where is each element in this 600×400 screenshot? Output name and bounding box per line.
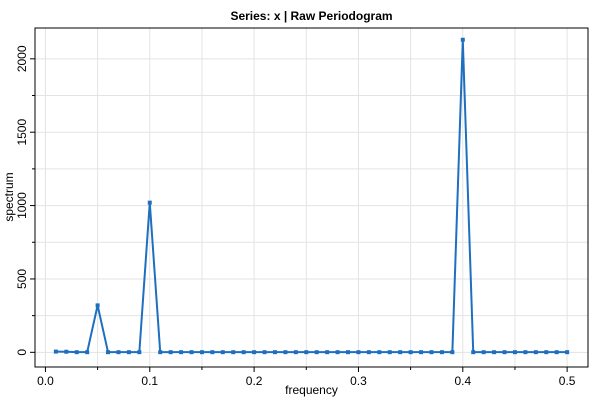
data-point	[199, 350, 204, 355]
x-tick-label: 0.5	[559, 374, 576, 388]
grid-layer	[35, 28, 588, 367]
plot-frame	[34, 27, 589, 368]
data-point	[168, 350, 173, 355]
data-point	[471, 350, 476, 355]
x-tick-label: 0.0	[37, 374, 54, 388]
data-point	[523, 350, 528, 355]
y-tick-label: 500	[15, 269, 29, 289]
data-point	[64, 349, 69, 354]
data-point	[325, 350, 330, 355]
data-point	[189, 350, 194, 355]
data-point	[429, 350, 434, 355]
data-point	[408, 350, 413, 355]
data-point	[314, 350, 319, 355]
chart-title: Series: x | Raw Periodogram	[230, 9, 392, 23]
data-point	[565, 350, 570, 355]
data-point	[335, 350, 340, 355]
data-point	[95, 303, 100, 308]
y-tick-label: 0	[15, 349, 29, 356]
data-point	[147, 200, 152, 205]
data-point	[502, 350, 507, 355]
data-point	[460, 37, 465, 42]
data-point	[356, 350, 361, 355]
y-axis-label: spectrum	[2, 172, 16, 221]
y-tick-label: 1500	[15, 119, 29, 146]
data-point	[439, 350, 444, 355]
data-point	[158, 350, 163, 355]
data-point	[126, 350, 131, 355]
data-point	[533, 350, 538, 355]
data-point	[481, 350, 486, 355]
data-point	[272, 350, 277, 355]
data-point	[554, 350, 559, 355]
x-axis-label: frequency	[285, 383, 338, 397]
data-point	[346, 350, 351, 355]
data-point	[116, 350, 121, 355]
data-point	[137, 350, 142, 355]
data-point	[450, 350, 455, 355]
x-tick-label: 0.4	[454, 374, 471, 388]
data-point	[252, 350, 257, 355]
data-point	[398, 350, 403, 355]
data-point	[210, 350, 215, 355]
data-point	[220, 350, 225, 355]
data-point	[377, 350, 382, 355]
data-point	[241, 350, 246, 355]
data-point	[304, 350, 309, 355]
x-tick-label: 0.2	[246, 374, 263, 388]
data-point	[106, 350, 111, 355]
data-point	[387, 350, 392, 355]
data-point	[544, 350, 549, 355]
data-point	[419, 350, 424, 355]
data-point	[262, 350, 267, 355]
ticks-layer: 0.0 0.1 0.2 0.3 0.4 0.5 0 500 1000 1500 2000	[15, 45, 576, 388]
data-point	[179, 350, 184, 355]
data-point	[74, 350, 79, 355]
data-point	[492, 350, 497, 355]
data-point	[283, 350, 288, 355]
data-point	[53, 349, 58, 354]
data-point	[512, 350, 517, 355]
series-layer	[53, 37, 570, 355]
x-tick-label: 0.1	[141, 374, 158, 388]
y-tick-label: 2000	[15, 45, 29, 72]
data-point	[231, 350, 236, 355]
y-tick-label: 1000	[15, 192, 29, 219]
data-point	[293, 350, 298, 355]
x-tick-label: 0.3	[350, 374, 367, 388]
data-point	[366, 350, 371, 355]
data-point	[85, 350, 90, 355]
